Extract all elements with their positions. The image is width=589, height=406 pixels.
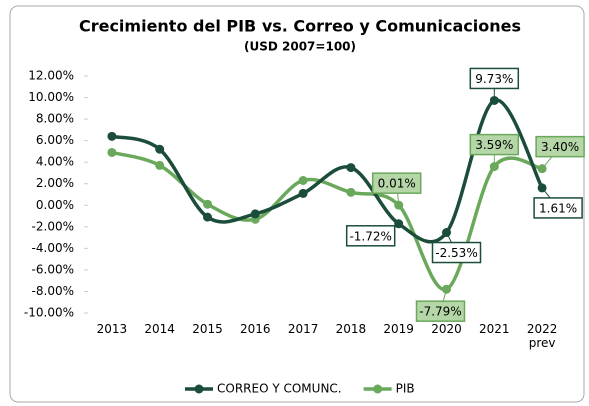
x-tick-label: 2014: [144, 322, 175, 336]
point: [298, 188, 308, 198]
chart-title: Crecimiento del PIB vs. Correo y Comunic…: [79, 17, 521, 36]
x-tick-label: 2020: [431, 322, 462, 336]
legend-label: PIB: [396, 382, 415, 396]
data-label: -7.79%: [419, 305, 461, 319]
label-box: [535, 135, 585, 158]
x-tick-label: 2021: [479, 322, 510, 336]
y-tick-label: -10.00%: [24, 306, 74, 320]
x-tick-label: 2018: [335, 322, 367, 336]
y-tick-label: -8.00%: [32, 284, 74, 298]
point: [155, 160, 165, 170]
chart-subtitle: (USD 2007=100): [244, 40, 356, 54]
point: [155, 144, 165, 154]
legend-marker: [373, 384, 383, 394]
point: [203, 212, 212, 222]
x-tick-label: 2019: [383, 322, 414, 336]
point: [346, 163, 356, 173]
label-box: [533, 197, 583, 219]
data-label: 0.01%: [378, 177, 416, 191]
label-box: [415, 300, 466, 322]
x-tick-label: 2017: [287, 322, 319, 336]
legend-marker: [194, 384, 204, 394]
data-label: 3.59%: [475, 138, 513, 152]
point: [107, 147, 117, 157]
y-tick-label: 8.00%: [36, 112, 74, 126]
label-box: [431, 241, 482, 264]
point: [107, 131, 117, 141]
point: [346, 187, 356, 197]
label-box: [469, 67, 520, 90]
x-tick-label: 2015: [192, 322, 223, 336]
label-box: [345, 225, 396, 247]
y-tick-label: 2.00%: [36, 176, 74, 190]
data-label: 9.73%: [475, 72, 513, 86]
y-tick-label: 10.00%: [28, 90, 74, 104]
y-tick-label: -6.00%: [32, 262, 74, 276]
point: [203, 199, 212, 209]
data-label: -2.53%: [435, 246, 477, 260]
label-box: [371, 172, 422, 194]
data-label: 3.40%: [541, 140, 579, 154]
data-label: 1.61%: [539, 201, 577, 215]
y-tick-label: 4.00%: [36, 155, 74, 169]
point: [298, 175, 308, 185]
x-tick-label: 2016: [240, 322, 271, 336]
label-box: [469, 133, 520, 156]
y-tick-label: 6.00%: [36, 133, 74, 147]
point: [250, 209, 260, 219]
y-tick-label: -2.00%: [32, 219, 74, 233]
x-tick-label: 2022 prev: [526, 322, 558, 350]
data-label: -1.72%: [349, 229, 391, 243]
x-tick-label: 2013: [96, 322, 128, 336]
y-tick-label: -4.00%: [32, 241, 74, 255]
y-tick-label: 12.00%: [28, 69, 74, 83]
chart-border: [9, 5, 585, 403]
legend-label: CORREO Y COMUNC.: [217, 382, 342, 396]
y-tick-label: 0.00%: [36, 198, 74, 212]
